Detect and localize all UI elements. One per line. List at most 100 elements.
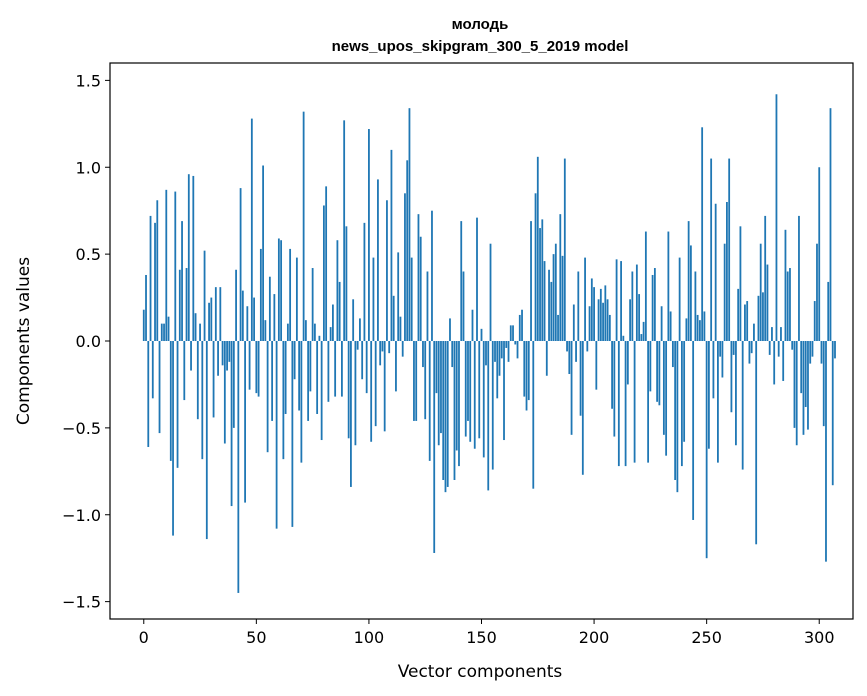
bar xyxy=(744,304,746,341)
bar xyxy=(329,327,332,341)
bar xyxy=(683,341,686,442)
bar xyxy=(210,297,213,341)
bar xyxy=(156,200,159,341)
y-tick-label: −1.0 xyxy=(62,506,101,525)
bar xyxy=(662,341,665,435)
bar xyxy=(205,341,208,540)
bar xyxy=(271,341,274,421)
bar xyxy=(757,295,760,341)
bar xyxy=(322,205,325,341)
bar xyxy=(451,341,454,368)
bar xyxy=(721,341,724,378)
bar xyxy=(280,240,283,341)
bar xyxy=(800,341,803,394)
bar xyxy=(311,268,314,341)
x-tick-label: 250 xyxy=(691,628,722,647)
y-tick-label: −1.5 xyxy=(62,593,101,612)
bar xyxy=(194,313,197,341)
bar xyxy=(230,341,233,507)
bar xyxy=(530,221,532,341)
bar xyxy=(259,248,262,341)
bar xyxy=(726,202,728,341)
bar xyxy=(807,341,809,430)
bar xyxy=(647,341,650,463)
bar xyxy=(431,210,433,341)
bar xyxy=(660,306,663,341)
bar xyxy=(525,341,528,411)
bar xyxy=(181,221,183,341)
bar xyxy=(223,341,226,444)
bar xyxy=(320,341,323,441)
bar xyxy=(613,341,616,437)
bar xyxy=(257,341,260,397)
bar xyxy=(386,200,388,341)
bar xyxy=(532,341,535,489)
bar xyxy=(239,188,242,341)
bar xyxy=(714,203,717,341)
bar xyxy=(804,341,807,408)
bar xyxy=(455,341,458,451)
bar xyxy=(275,341,278,529)
bar xyxy=(586,341,589,352)
bar xyxy=(485,341,487,366)
bar xyxy=(183,341,186,401)
bar xyxy=(158,341,161,434)
bar xyxy=(332,304,334,341)
bar xyxy=(579,341,582,416)
bar xyxy=(649,341,652,392)
bar xyxy=(203,250,206,341)
bar xyxy=(730,341,733,413)
bar xyxy=(244,341,246,503)
bar xyxy=(217,341,219,376)
chart-title: молодь xyxy=(452,16,509,33)
bar xyxy=(473,341,476,449)
bar xyxy=(169,341,172,461)
bar xyxy=(548,269,550,341)
bar xyxy=(212,341,215,418)
bar xyxy=(489,243,492,341)
bar xyxy=(674,341,677,480)
y-tick-label: −0.5 xyxy=(62,419,101,438)
bar xyxy=(737,288,740,342)
bar xyxy=(608,314,611,341)
bar xyxy=(449,318,451,341)
bar xyxy=(498,341,501,376)
bar xyxy=(491,341,494,470)
x-tick-label: 50 xyxy=(246,628,266,647)
bar xyxy=(404,193,406,341)
bar xyxy=(345,226,348,341)
bar xyxy=(190,341,192,371)
bar xyxy=(753,323,755,342)
bar xyxy=(617,341,620,467)
bar xyxy=(566,341,568,352)
x-axis-label: Vector components xyxy=(398,662,563,682)
bar xyxy=(827,281,830,341)
bar xyxy=(539,228,541,341)
bar xyxy=(775,94,778,342)
bar xyxy=(728,158,731,341)
bar xyxy=(687,221,690,341)
bar xyxy=(471,309,474,341)
bar xyxy=(606,299,609,341)
bar xyxy=(413,341,415,421)
bar xyxy=(561,255,564,341)
bar xyxy=(507,341,510,362)
bar xyxy=(300,341,303,463)
bar xyxy=(199,323,201,342)
y-tick-label: 0.5 xyxy=(76,245,101,264)
bar xyxy=(570,341,573,435)
bar xyxy=(444,341,447,493)
bar xyxy=(764,215,767,341)
bar xyxy=(784,229,787,341)
bar xyxy=(410,257,413,341)
bar xyxy=(521,309,523,341)
bar xyxy=(543,261,546,341)
bar xyxy=(755,341,758,545)
bar xyxy=(325,186,328,341)
bar xyxy=(503,341,505,441)
bar xyxy=(656,341,659,402)
bar xyxy=(359,318,361,341)
bar xyxy=(795,341,798,446)
bar xyxy=(732,341,735,355)
